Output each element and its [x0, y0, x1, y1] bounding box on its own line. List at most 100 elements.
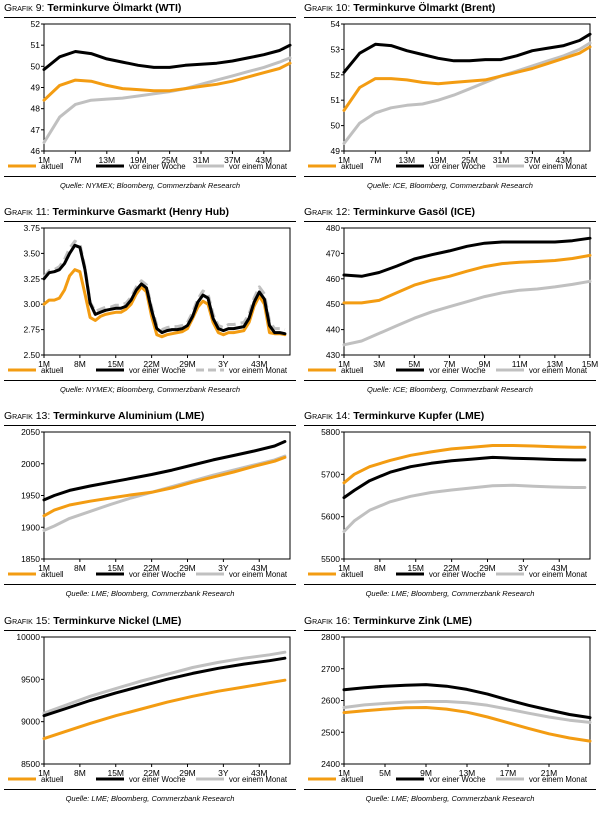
chart-title: Grafik 11: Terminkurve Gasmarkt (Henry H… — [4, 206, 229, 218]
x-tick-label: 13M — [99, 155, 116, 165]
x-tick-label: 5M — [408, 359, 420, 369]
y-tick-label: 5500 — [321, 554, 340, 564]
chart-number: 15: — [32, 615, 54, 627]
legend-rule — [4, 789, 296, 790]
y-tick-label: 3.75 — [23, 223, 40, 233]
chart-panel: Grafik 14: Terminkurve Kupfer (LME) 5500 5… — [304, 408, 596, 608]
x-tick-label: 31M — [493, 155, 510, 165]
x-tick-label: 25M — [461, 155, 478, 165]
x-tick-label: 9M — [479, 359, 491, 369]
chart-number: 11: — [32, 206, 53, 218]
x-tick-label: 19M — [430, 155, 447, 165]
x-tick-label: 31M — [193, 155, 210, 165]
y-tick-label: 2700 — [321, 664, 340, 674]
legend-label-aktuell: aktuell — [41, 162, 64, 171]
chart-number-prefix: Grafik — [304, 2, 333, 14]
chart-number-prefix: Grafik — [4, 410, 33, 422]
chart-svg: 2400 2500 2600 2700 2800 1M 5M 9M 13M 17M 21M aktue… — [308, 632, 592, 784]
series-line-woche — [42, 440, 287, 502]
series-line-woche — [342, 455, 587, 500]
chart-svg: 49 50 51 52 53 54 1M 7M 13M 19M 25M 31M 37M 43M aktuel… — [308, 19, 592, 171]
chart-source: Quelle: LME; Bloomberg, Commerzbank Rese… — [65, 589, 235, 598]
legend-label-woche: vor einer Woche — [429, 162, 486, 171]
x-tick-label: 8M — [74, 768, 86, 778]
chart-number-prefix: Grafik — [4, 2, 33, 14]
y-tick-label: 1950 — [21, 491, 40, 501]
x-tick-label: 1M — [338, 359, 350, 369]
legend-label-monat: vor einem Monat — [529, 366, 588, 375]
chart-title: Grafik 14: Terminkurve Kupfer (LME) — [304, 410, 484, 422]
legend-label-monat: vor einem Monat — [229, 775, 288, 784]
legend-label-woche: vor einer Woche — [429, 775, 486, 784]
series-line-monat — [42, 650, 287, 715]
title-rule — [304, 630, 596, 631]
series-line-aktuell — [42, 268, 287, 339]
title-rule — [304, 221, 596, 222]
y-tick-label: 3.50 — [23, 248, 40, 258]
chart-number-prefix: Grafik — [4, 206, 33, 218]
y-tick-label: 2.75 — [23, 325, 40, 335]
x-tick-label: 15M — [107, 563, 124, 573]
chart-number-prefix: Grafik — [304, 615, 333, 627]
x-tick-label: 3Y — [518, 563, 529, 573]
y-tick-label: 10000 — [16, 632, 40, 642]
legend-label-woche: vor einer Woche — [429, 570, 486, 579]
chart-number: 9: — [32, 2, 48, 14]
x-tick-label: 43M — [556, 155, 573, 165]
legend-label-aktuell: aktuell — [41, 775, 64, 784]
x-tick-label: 11M — [512, 359, 528, 369]
chart-svg: 2.50 2.75 3.00 3.25 3.50 3.75 1M 8M 15M 22M 29M 3Y 4… — [8, 223, 291, 375]
plot-frame — [343, 636, 591, 765]
y-tick-label: 5600 — [321, 512, 340, 522]
y-tick-label: 470 — [326, 248, 340, 258]
series-line-monat — [342, 700, 592, 724]
x-tick-label: 37M — [224, 155, 241, 165]
chart-number: 14: — [332, 410, 354, 422]
y-tick-label: 2050 — [21, 427, 40, 437]
chart-panel: Grafik 9: Terminkurve Ölmarkt (WTI) 46 47 4… — [4, 0, 296, 200]
y-tick-label: 2000 — [21, 459, 40, 469]
y-tick-label: 440 — [326, 325, 340, 335]
plot-frame — [43, 227, 291, 356]
x-tick-label: 3Y — [218, 563, 229, 573]
series-line-monat — [342, 483, 587, 533]
chart-panel: Grafik 12: Terminkurve Gasöl (ICE) 430 440… — [304, 204, 598, 404]
y-tick-label: 51 — [31, 40, 41, 50]
y-tick-label: 47 — [31, 125, 41, 135]
x-tick-label: 22M — [143, 563, 160, 573]
x-tick-label: 22M — [143, 359, 160, 369]
series-line-aktuell — [42, 61, 292, 102]
y-tick-label: 1900 — [21, 522, 40, 532]
y-tick-label: 50 — [31, 61, 41, 71]
x-tick-label: 15M — [407, 563, 424, 573]
chart-title: Grafik 16: Terminkurve Zink (LME) — [304, 615, 472, 627]
chart-number-prefix: Grafik — [304, 410, 333, 422]
y-tick-label: 54 — [331, 19, 341, 29]
chart-title: Grafik 10: Terminkurve Ölmarkt (Brent) — [304, 2, 495, 14]
x-tick-label: 13M — [459, 768, 476, 778]
x-tick-label: 15M — [582, 359, 598, 369]
chart-number: 10: — [332, 2, 354, 14]
y-tick-label: 52 — [331, 70, 341, 80]
chart-source: Quelle: NYMEX; Bloomberg, Commerzbank Re… — [59, 385, 241, 394]
chart-svg: 8500 9000 9500 10000 1M 8M 15M 22M 29M 3Y 43M aktue… — [8, 632, 291, 784]
legend-label-monat: vor einem Monat — [229, 162, 288, 171]
chart-source: Quelle: ICE, Bloomberg, Commerzbank Rese… — [367, 181, 533, 190]
chart-panel: Grafik 10: Terminkurve Ölmarkt (Brent) 49… — [304, 0, 596, 200]
legend-label-aktuell: aktuell — [341, 366, 364, 375]
x-tick-label: 43M — [551, 563, 568, 573]
plot-frame — [343, 23, 591, 152]
title-rule — [4, 425, 296, 426]
x-tick-label: 7M — [69, 155, 81, 165]
x-tick-label: 25M — [161, 155, 178, 165]
x-tick-label: 43M — [256, 155, 273, 165]
chart-svg: 430 440 450 460 470 480 1M 3M 5M 7M 9M 11M 13M 15M akt… — [308, 223, 598, 375]
chart-svg: 46 47 48 49 50 51 52 1M 7M 13M 19M 25M 31M 37M 43M aktu… — [8, 19, 292, 171]
x-tick-label: 1M — [38, 768, 50, 778]
x-tick-label: 8M — [374, 563, 386, 573]
legend-rule — [304, 584, 596, 585]
legend-label-monat: vor einem Monat — [529, 775, 588, 784]
x-tick-label: 8M — [74, 563, 86, 573]
legend-label-woche: vor einer Woche — [129, 162, 186, 171]
legend-label-woche: vor einer Woche — [429, 366, 486, 375]
